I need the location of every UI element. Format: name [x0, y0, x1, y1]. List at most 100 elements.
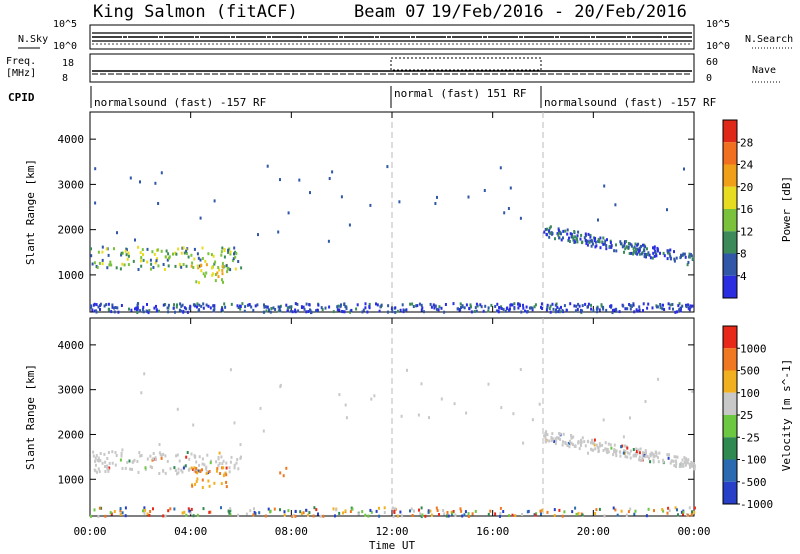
echo-cell [430, 513, 433, 517]
echo-cell [227, 509, 230, 513]
echo-cell [622, 435, 625, 439]
echo-cell [674, 310, 677, 314]
echo-cell [313, 506, 316, 510]
echo-cell [339, 304, 342, 308]
echo-cell [592, 309, 595, 313]
echo-cell [239, 307, 242, 311]
echo-cell [538, 402, 541, 406]
nsky-tick-top: 10^5 [53, 19, 77, 30]
echo-cell [651, 256, 654, 260]
echo-cell [190, 466, 193, 470]
echo-cell [675, 455, 678, 459]
echo-cell [121, 467, 124, 470]
echo-cell [605, 244, 608, 248]
echo-cell [103, 452, 106, 456]
echo-cell [257, 233, 259, 237]
echo-cell [110, 310, 113, 314]
echo-cell [568, 240, 571, 243]
echo-cell [235, 252, 238, 255]
echo-cell [650, 453, 653, 457]
echo-cell [659, 306, 662, 310]
echo-cell [540, 512, 542, 516]
echo-cell [624, 455, 627, 459]
power-panel: 1000 2000 3000 4000 Slant Range [km] [24, 111, 695, 315]
echo-cell [642, 243, 644, 247]
echo-cell [418, 302, 421, 306]
echo-cell [520, 310, 523, 314]
echo-cell [551, 302, 554, 306]
echo-cell [228, 470, 231, 474]
echo-cell [692, 257, 695, 261]
echo-cell [124, 466, 127, 470]
echo-cell [264, 514, 267, 518]
echo-cell [577, 302, 580, 306]
echo-cell [614, 451, 617, 455]
echo-cell [119, 267, 122, 271]
echo-cell [499, 514, 501, 518]
echo-cell [495, 309, 498, 313]
echo-cell [594, 236, 597, 240]
echo-cell [172, 306, 175, 310]
echo-cell [629, 449, 632, 453]
echo-cell [581, 436, 584, 440]
colorbar-tick-label: -25 [740, 431, 760, 444]
echo-cell [136, 303, 139, 307]
echo-cell [555, 439, 558, 443]
echo-cell [648, 253, 651, 257]
echo-cell [126, 257, 129, 261]
echo-cell [187, 507, 190, 511]
echo-cell [598, 442, 601, 446]
echo-cell [686, 461, 689, 465]
echo-cell [391, 506, 394, 510]
echo-cell [196, 302, 199, 306]
echo-cell [613, 450, 615, 454]
echo-cell [123, 263, 126, 267]
echo-cell [131, 460, 134, 464]
echo-cell [197, 309, 200, 313]
echo-cell [686, 263, 689, 267]
echo-cell [595, 307, 598, 311]
echo-cell [638, 252, 641, 256]
echo-cell [294, 514, 297, 518]
echo-cell [573, 230, 576, 233]
echo-cell [193, 257, 196, 261]
echo-cell [136, 306, 139, 310]
echo-cell [662, 303, 664, 307]
echo-cell [656, 305, 659, 309]
echo-cell [581, 304, 584, 308]
echo-cell [185, 264, 188, 268]
echo-cell [677, 513, 679, 517]
echo-cell [96, 470, 98, 474]
echo-cell [185, 249, 188, 253]
echo-cell [356, 303, 359, 307]
echo-cell [213, 304, 216, 308]
echo-cell [504, 309, 507, 313]
echo-cell [620, 509, 623, 513]
echo-cell [605, 447, 608, 451]
echo-cell [125, 253, 128, 257]
echo-cell [146, 303, 148, 306]
echo-cell [111, 305, 114, 309]
echo-cell [116, 306, 119, 310]
echo-cell [584, 232, 587, 236]
echo-cell [169, 467, 172, 471]
echo-cell [562, 236, 564, 240]
echo-cell [199, 258, 202, 262]
echo-cell [174, 251, 177, 255]
echo-cell [144, 466, 147, 470]
echo-cell [294, 302, 297, 306]
cpid-segment-2: normal (fast) 151 RF [394, 87, 526, 100]
echo-cell [237, 513, 240, 517]
echo-cell [559, 437, 562, 441]
echo-cell [273, 507, 276, 511]
echo-cell [94, 459, 96, 463]
echo-cell [121, 448, 124, 452]
echo-cell [391, 310, 394, 314]
echo-cell [560, 305, 562, 309]
echo-cell [673, 250, 675, 254]
echo-cell [561, 309, 564, 312]
echo-cell [419, 512, 422, 516]
echo-cell [188, 307, 191, 311]
echo-cell [217, 456, 220, 459]
echo-cell [398, 200, 401, 204]
